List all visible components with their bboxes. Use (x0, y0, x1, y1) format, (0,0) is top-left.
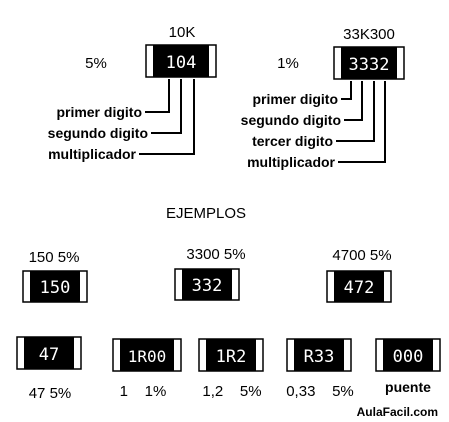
example-label-puente: puente (385, 379, 431, 395)
resistor-47-code: 47 (39, 345, 59, 365)
resistor-332-code: 332 (192, 276, 223, 296)
resistor-3332-code: 3332 (349, 55, 390, 75)
resistor-1r2: 1R2 (198, 338, 264, 372)
label-multiplicador-left: multiplicador (48, 146, 136, 162)
tolerance-5: 5% (85, 55, 107, 72)
example-label-47: 47 5% (29, 385, 72, 402)
leader-lines-left (139, 79, 195, 155)
label-tercer-digito-right: tercer digito (252, 133, 333, 149)
example-label-r33: 0,33 5% (286, 383, 354, 400)
tolerance-1: 1% (277, 55, 299, 72)
example-label-1r2: 1,2 5% (202, 383, 261, 400)
resistor-150-body (30, 271, 80, 302)
label-primer-digito-right: primer digito (252, 91, 338, 107)
watermark-logo: AulaFacil.com (357, 405, 438, 419)
resistor-1r00-code: 1R00 (128, 347, 167, 366)
label-multiplicador-right: multiplicador (247, 154, 335, 170)
resistor-r33-body (294, 339, 344, 371)
resistor-1r00: 1R00 (112, 338, 182, 372)
resistor-1r2-body (206, 339, 256, 371)
leader-lines-right (336, 81, 386, 163)
resistor-3332: 3332 (333, 46, 405, 80)
resistor-r33: R33 (286, 338, 352, 372)
resistor-472-body (334, 271, 384, 302)
label-segundo-digito-left: segundo digito (48, 125, 148, 141)
resistor-472: 472 (326, 270, 392, 303)
resistor-332: 332 (174, 268, 240, 301)
resistor-104-body (153, 45, 209, 77)
resistor-000-code: 000 (393, 347, 424, 367)
label-primer-digito-left: primer digito (56, 104, 142, 120)
resistor-000-body (383, 339, 433, 371)
resistor-47-body (24, 337, 74, 369)
example-label-3300: 3300 5% (186, 246, 245, 263)
example-label-4700: 4700 5% (332, 247, 391, 264)
resistor-47: 47 (16, 336, 82, 370)
resistor-150: 150 (22, 270, 88, 303)
resistor-104-code: 104 (166, 53, 197, 73)
resistor-332-body (182, 269, 232, 300)
resistor-472-code: 472 (344, 278, 375, 298)
resistor-150-code: 150 (40, 278, 71, 298)
resistor-r33-code: R33 (304, 347, 335, 367)
example-label-1r00: 1 1% (120, 383, 167, 400)
resistor-104: 104 (145, 44, 217, 78)
label-segundo-digito-right: segundo digito (241, 112, 341, 128)
resistor-3332-body (341, 47, 397, 79)
value-label-33k300: 33K300 (343, 26, 395, 43)
resistor-1r00-body (120, 339, 174, 371)
resistor-000: 000 (375, 338, 441, 372)
resistor-1r2-code: 1R2 (216, 347, 247, 367)
value-label-10k: 10K (169, 24, 196, 41)
examples-title: EJEMPLOS (166, 205, 246, 222)
example-label-150: 150 5% (29, 249, 80, 266)
